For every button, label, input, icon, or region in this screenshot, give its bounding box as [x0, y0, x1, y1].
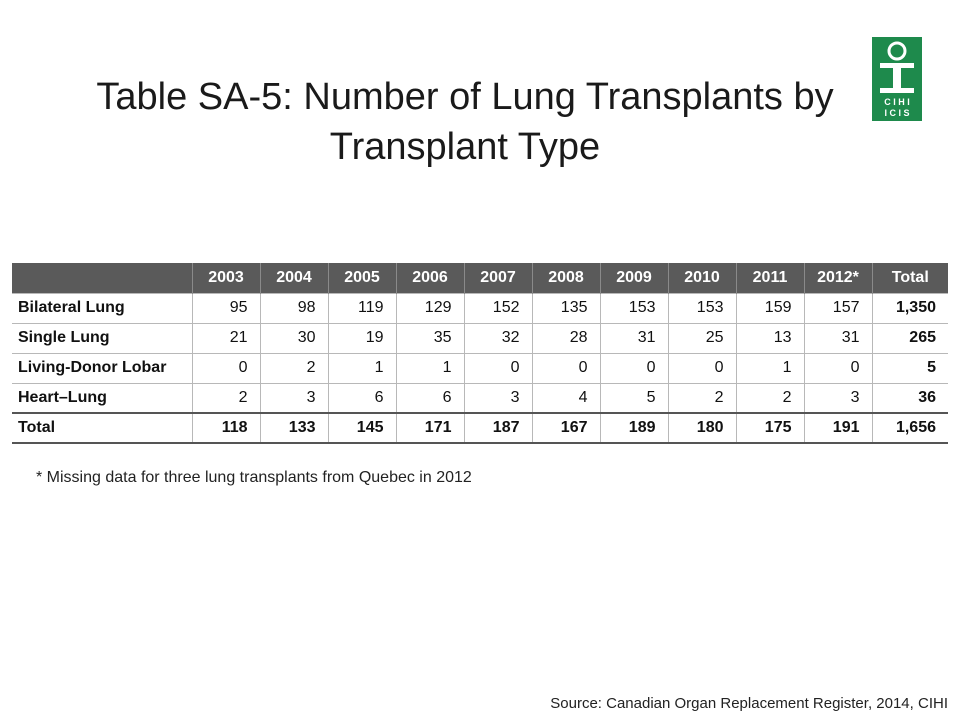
table-cell: 95: [191, 292, 260, 323]
header-cell-2008: 2008: [531, 263, 600, 293]
table-cell: 2: [667, 382, 736, 413]
table-cell: 31: [599, 322, 668, 353]
table-cell: 191: [803, 412, 872, 444]
table-row: Bilateral Lung 95 98 119 129 152 135 153 153 159 1…: [12, 292, 948, 323]
table-cell: 21: [191, 322, 260, 353]
table-cell: 0: [667, 352, 736, 383]
table-cell: 6: [327, 382, 396, 413]
table-cell: 28: [531, 322, 600, 353]
table-cell: 153: [667, 292, 736, 323]
logo-text-line-2: I C I S: [884, 108, 909, 118]
table-cell: 119: [327, 292, 396, 323]
table-cell: 3: [259, 382, 328, 413]
cihi-logo-icon: C I H I I C I S: [872, 37, 922, 121]
table-row: Total 118 133 145 171 187 167 189 180 175 191 1,656: [12, 412, 948, 444]
row-label: Living-Donor Lobar: [12, 352, 192, 383]
footnote: * Missing data for three lung transplant…: [36, 469, 472, 486]
slide-title: Table SA-5: Number of Lung Transplants b…: [96, 76, 834, 168]
table-row: Heart–Lung 2 3 6 6 3 4 5 2 2 3 36: [12, 382, 948, 413]
cihi-logo: C I H I I C I S: [872, 37, 922, 121]
row-label: Single Lung: [12, 322, 192, 353]
data-table: 2003 2004 2005 2006 2007 2008 2009 2010 2011 2012…: [12, 263, 948, 444]
table-row: Living-Donor Lobar 0 2 1 1 0 0 0 0 1 0 5: [12, 352, 948, 383]
logo-text-line-1: C I H I: [884, 97, 910, 107]
table-cell: 157: [803, 292, 872, 323]
table-cell: 2: [191, 382, 260, 413]
table-cell: 129: [395, 292, 464, 323]
table-cell: 1: [395, 352, 464, 383]
header-cell-2010: 2010: [667, 263, 736, 293]
table-cell: 0: [191, 352, 260, 383]
lung-transplant-table: 2003 2004 2005 2006 2007 2008 2009 2010 2011 2012…: [12, 263, 948, 444]
table-cell: 25: [667, 322, 736, 353]
header-cell-2003: 2003: [191, 263, 260, 293]
table-cell: 0: [803, 352, 872, 383]
table-cell: 159: [735, 292, 804, 323]
table-cell: 189: [599, 412, 668, 444]
table-cell: 1: [327, 352, 396, 383]
table-cell: 152: [463, 292, 532, 323]
header-cell-2012: 2012*: [803, 263, 872, 293]
table-cell: 187: [463, 412, 532, 444]
table-cell: 175: [735, 412, 804, 444]
table-cell: 180: [667, 412, 736, 444]
header-cell-2004: 2004: [259, 263, 328, 293]
header-cell-2009: 2009: [599, 263, 668, 293]
table-cell: 145: [327, 412, 396, 444]
table-row: Single Lung 21 30 19 35 32 28 31 25 13 31 265: [12, 322, 948, 353]
row-label: Heart–Lung: [12, 382, 192, 413]
table-cell: 118: [191, 412, 260, 444]
table-cell: 31: [803, 322, 872, 353]
table-cell: 153: [599, 292, 668, 323]
header-cell-2007: 2007: [463, 263, 532, 293]
table-cell: 3: [463, 382, 532, 413]
source-note: Source: Canadian Organ Replacement Regis…: [550, 695, 948, 712]
table-header-row: 2003 2004 2005 2006 2007 2008 2009 2010 2011 2012…: [12, 263, 948, 293]
table-cell: 32: [463, 322, 532, 353]
row-label: Bilateral Lung: [12, 292, 192, 323]
table-cell: 5: [599, 382, 668, 413]
table-cell: 133: [259, 412, 328, 444]
table-cell: 0: [463, 352, 532, 383]
table-cell: 19: [327, 322, 396, 353]
table-cell: 4: [531, 382, 600, 413]
table-cell: 171: [395, 412, 464, 444]
header-cell-2011: 2011: [735, 263, 804, 293]
header-cell-total: Total: [871, 263, 948, 293]
row-total-cell: 36: [871, 382, 948, 413]
table-cell: 35: [395, 322, 464, 353]
table-cell: 135: [531, 292, 600, 323]
table-cell: 30: [259, 322, 328, 353]
row-total-cell: 265: [871, 322, 948, 353]
table-cell: 3: [803, 382, 872, 413]
row-total-cell: 1,656: [871, 412, 948, 444]
row-total-cell: 1,350: [871, 292, 948, 323]
table-cell: 2: [259, 352, 328, 383]
table-cell: 98: [259, 292, 328, 323]
header-cell-2006: 2006: [395, 263, 464, 293]
table-cell: 167: [531, 412, 600, 444]
table-cell: 13: [735, 322, 804, 353]
table-cell: 0: [531, 352, 600, 383]
table-cell: 2: [735, 382, 804, 413]
table-cell: 6: [395, 382, 464, 413]
header-cell-blank: [12, 263, 192, 293]
row-total-cell: 5: [871, 352, 948, 383]
table-cell: 0: [599, 352, 668, 383]
row-label: Total: [12, 412, 192, 444]
table-cell: 1: [735, 352, 804, 383]
header-cell-2005: 2005: [327, 263, 396, 293]
